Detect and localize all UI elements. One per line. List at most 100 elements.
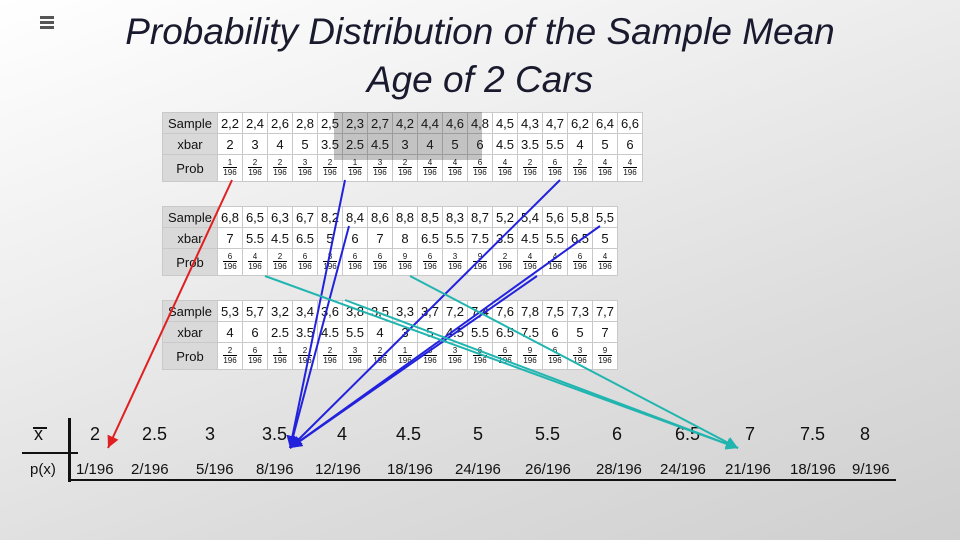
prob-cell: 4 196 [492, 154, 518, 182]
distribution-divider-bottom [70, 479, 896, 481]
p-value: 2/196 [131, 461, 169, 478]
sample-cell: 6,2 [567, 112, 593, 134]
prob-cell: 4 196 [592, 248, 618, 276]
x-value: 5.5 [535, 424, 561, 444]
prob-cell: 4 196 [417, 154, 443, 182]
xbar-cell: 5.5 [542, 133, 568, 155]
arrow-blue-5 [287, 225, 350, 449]
p-value: 24/196 [660, 461, 706, 478]
prob-cell: 9 196 [392, 248, 418, 276]
xbar-cell: 6.5 [292, 227, 318, 249]
sample-table-1: Sample 2,2 2,4 2,6 2,8 2,5 2,3 2,7 4,2 4,4 4,6 4,8 4… [162, 112, 643, 182]
p-value: 26/196 [525, 461, 571, 478]
sample-cell: 2,3 [342, 112, 368, 134]
xbar-cell: 5 [592, 227, 618, 249]
slide-title: Probability Distribution of the Sample M… [0, 8, 960, 104]
p-value: 18/196 [790, 461, 836, 478]
arrow-blue-1 [286, 179, 346, 449]
xbar-cell: 6.5 [492, 321, 518, 343]
arrow-teal-2 [409, 275, 739, 449]
prob-cell: 2 196 [392, 154, 418, 182]
xbar-cell: 5.5 [542, 227, 568, 249]
prob-cell: 9 196 [517, 342, 543, 370]
sample-tables: Sample 2,2 2,4 2,6 2,8 2,5 2,3 2,7 4,2 4,4 4,6 4,8 4… [162, 112, 643, 394]
x-value: 3.5 [262, 424, 288, 444]
prob-cell: 4 196 [617, 154, 643, 182]
prob-cell: 2 196 [317, 154, 343, 182]
xbar-cell: 4.5 [517, 227, 543, 249]
p-value: 1/196 [76, 461, 114, 478]
p-value: 9/196 [852, 461, 890, 478]
sample-cell: 5,7 [242, 300, 268, 322]
sample-cell: 5,3 [217, 300, 243, 322]
sample-table-2: Sample 6,8 6,5 6,3 6,7 8,2 8,4 8,6 8,8 8,5 8,3 8,7 5… [162, 206, 618, 276]
prob-row: Prob 1 196 2 196 2 196 3 196 2 196 1 196 3 196 2 196 4 196… [162, 154, 643, 182]
x-value: 2 [90, 424, 101, 444]
sample-cell: 6,8 [217, 206, 243, 228]
arrow-blue-4 [289, 275, 538, 449]
p-value: 5/196 [196, 461, 234, 478]
p-value: 18/196 [387, 461, 433, 478]
prob-row-header: Prob [162, 342, 218, 370]
distribution-divider-vertical [68, 418, 71, 482]
p-label: p(x) [30, 461, 56, 478]
prob-cell: 2 196 [367, 342, 393, 370]
x-value: 6 [612, 424, 623, 444]
xbar-cell: 4.5 [317, 321, 343, 343]
sample-cell: 4,3 [517, 112, 543, 134]
sample-table-3: Sample5,35,73,23,43,63,83,53,33,77,27,47… [162, 300, 618, 370]
sample-cell: 4,4 [417, 112, 443, 134]
p-value: 24/196 [455, 461, 501, 478]
prob-cell: 9 196 [592, 342, 618, 370]
x-value: 4.5 [396, 424, 422, 444]
arrow-blue-2 [289, 179, 561, 449]
sample-cell: 5,6 [542, 206, 568, 228]
x-value: 3 [205, 424, 216, 444]
sample-cell: 4,6 [442, 112, 468, 134]
xbar-cell: 5.5 [242, 227, 268, 249]
distribution-divider-left [22, 452, 78, 454]
xbar-cell: 5.5 [342, 321, 368, 343]
prob-cell: 2 196 [492, 248, 518, 276]
arrow-teal-3 [344, 299, 739, 450]
x-value: 6.5 [675, 424, 701, 444]
sample-cell: 8,7 [467, 206, 493, 228]
sample-cell: 7,3 [567, 300, 593, 322]
sample-row: Sample5,35,73,23,43,63,83,53,33,77,27,47… [162, 300, 618, 322]
xbar-cell: 5.5 [442, 227, 468, 249]
xbar-cell: 7 [592, 321, 618, 343]
title-line-2: Age of 2 Cars [366, 59, 594, 100]
p-value: 21/196 [725, 461, 771, 478]
p-value: 8/196 [256, 461, 294, 478]
p-value: 28/196 [596, 461, 642, 478]
x-value: 5 [473, 424, 484, 444]
prob-cell: 4 196 [542, 248, 568, 276]
prob-cell: 2 196 [217, 342, 243, 370]
sample-row-header: Sample [162, 206, 218, 228]
sample-cell: 3,4 [292, 300, 318, 322]
sample-row-header: Sample [162, 112, 218, 134]
p-value: 12/196 [315, 461, 361, 478]
x-value: 7 [745, 424, 756, 444]
prob-cell: 9 196 [467, 248, 493, 276]
title-line-1: Probability Distribution of the Sample M… [125, 11, 835, 52]
prob-cell: 1 196 [217, 154, 243, 182]
prob-row-header: Prob [162, 154, 218, 182]
sample-row: Sample 6,8 6,5 6,3 6,7 8,2 8,4 8,6 8,8 8,5 8,3 8,7 5… [162, 206, 618, 228]
prob-row: Prob619641962196619631966196619691966196… [162, 248, 618, 276]
sample-cell: 3,2 [267, 300, 293, 322]
prob-row: Prob219661961196219621963196219611963196… [162, 342, 618, 370]
prob-cell: 2 196 [317, 342, 343, 370]
x-value: 7.5 [800, 424, 826, 444]
slide-icon [40, 16, 54, 34]
